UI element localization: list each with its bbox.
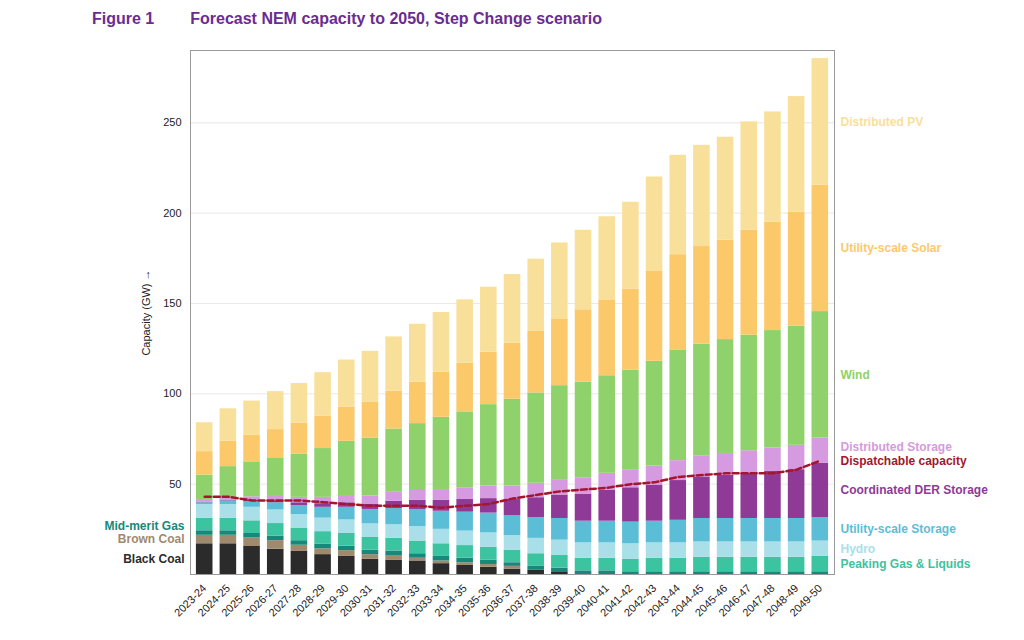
svg-text:200: 200 [163,207,181,219]
svg-text:2033-34: 2033-34 [408,581,446,619]
svg-text:2048-49: 2048-49 [763,581,801,619]
svg-text:2037-38: 2037-38 [503,581,541,619]
svg-text:2043-44: 2043-44 [645,581,683,619]
svg-text:Distributed Storage: Distributed Storage [841,440,953,454]
svg-text:2025-26: 2025-26 [218,581,256,619]
svg-text:2027-28: 2027-28 [266,581,304,619]
svg-text:Coordinated DER Storage: Coordinated DER Storage [841,483,989,497]
svg-text:Peaking Gas & Liquids: Peaking Gas & Liquids [841,557,971,571]
svg-text:2044-45: 2044-45 [668,581,706,619]
svg-text:50: 50 [169,478,181,490]
svg-text:2046-47: 2046-47 [716,581,754,619]
svg-text:2032-33: 2032-33 [384,581,422,619]
svg-text:2038-39: 2038-39 [526,581,564,619]
svg-text:Utility-scale Storage: Utility-scale Storage [841,522,957,536]
svg-text:150: 150 [163,297,181,309]
svg-text:2039-40: 2039-40 [550,581,588,619]
svg-text:Brown Coal: Brown Coal [118,532,185,546]
svg-text:2042-43: 2042-43 [621,581,659,619]
svg-text:2023-24: 2023-24 [171,581,209,619]
html-text:Forecast NEM capacity to 2050,: Forecast NEM capacity to 2050, Step Chan… [190,10,602,27]
svg-text:Dispatchable capacity: Dispatchable capacity [841,454,967,468]
svg-text:100: 100 [163,387,181,399]
svg-text:Hydro: Hydro [841,542,876,556]
svg-text:Mid-merit Gas: Mid-merit Gas [104,519,184,533]
svg-text:Distributed PV: Distributed PV [841,115,924,129]
svg-text:2040-41: 2040-41 [574,581,612,619]
svg-text:2035-36: 2035-36 [455,581,493,619]
svg-text:250: 250 [163,116,181,128]
svg-text:2030-31: 2030-31 [337,581,375,619]
svg-text:Capacity (GW) →: Capacity (GW) → [140,269,152,355]
svg-text:Wind: Wind [841,368,870,382]
svg-text:2028-29: 2028-29 [290,581,327,619]
svg-text:2031-32: 2031-32 [361,581,398,619]
svg-text:2029-30: 2029-30 [313,581,351,619]
html-text:Figure 1: Figure 1 [92,10,155,27]
svg-text:2026-27: 2026-27 [242,581,280,619]
svg-text:Utility-scale Solar: Utility-scale Solar [841,241,942,255]
svg-text:2041-42: 2041-42 [597,581,635,619]
svg-text:Black Coal: Black Coal [123,552,184,566]
svg-text:2045-46: 2045-46 [692,581,730,619]
svg-text:2047-48: 2047-48 [739,581,777,619]
svg-text:2036-37: 2036-37 [479,581,517,619]
svg-text:2034-35: 2034-35 [432,581,470,619]
svg-text:2049-50: 2049-50 [787,582,824,619]
svg-text:2024-25: 2024-25 [195,581,233,619]
